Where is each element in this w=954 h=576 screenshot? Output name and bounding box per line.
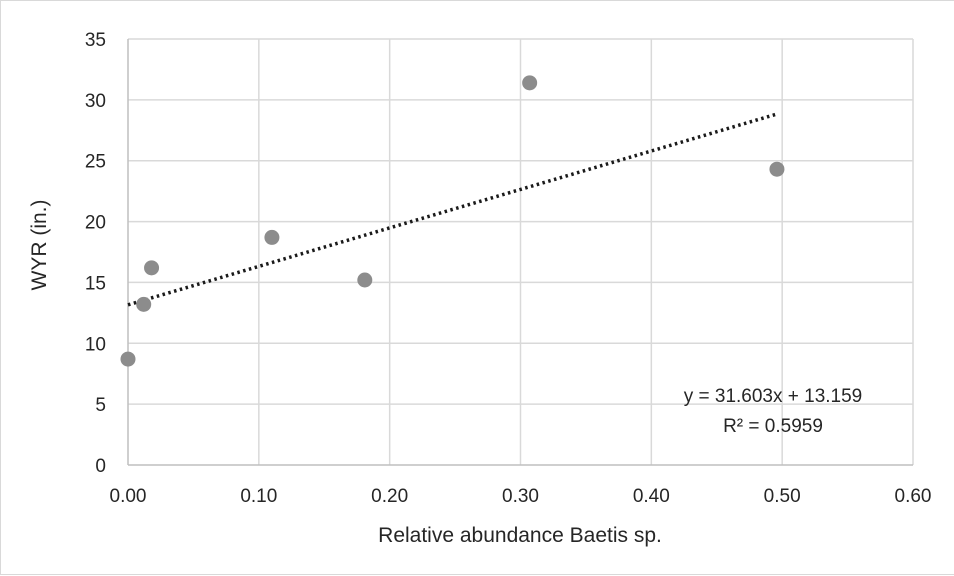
data-point: [357, 272, 373, 288]
y-tick-label: 25: [85, 152, 106, 173]
y-tick-label: 20: [85, 213, 106, 234]
axes: [127, 39, 913, 466]
tick-labels: 0 5 10 15 20 25 30 35 0.00 0.10 0.20 0.30 0.40 0.50 0.…: [85, 30, 932, 507]
data-point: [136, 296, 152, 312]
x-tick-label: 0.10: [240, 486, 277, 507]
y-tick-label: 10: [85, 334, 106, 355]
r-squared-label: R² = 0.5959: [723, 416, 823, 437]
x-tick-label: 0.50: [764, 486, 801, 507]
trendline: [127, 112, 778, 307]
y-tick-label: 0: [95, 456, 106, 477]
data-point: [120, 351, 136, 367]
x-tick-label: 0.30: [502, 486, 539, 507]
data-point: [144, 260, 160, 276]
x-axis-title: Relative abundance Baetis sp.: [378, 524, 662, 547]
y-tick-label: 15: [85, 273, 106, 294]
y-tick-label: 30: [85, 91, 106, 112]
data-point: [769, 161, 785, 177]
trendline-group: [127, 112, 778, 307]
trendline-equation-label: y = 31.603x + 13.159: [684, 386, 863, 407]
x-tick-label: 0.40: [633, 486, 670, 507]
x-tick-label: 0.60: [895, 486, 932, 507]
x-tick-label: 0.20: [371, 486, 408, 507]
y-tick-label: 35: [85, 30, 106, 51]
data-point: [264, 229, 280, 245]
data-point: [522, 75, 538, 91]
gridlines: [128, 38, 914, 465]
y-tick-label: 5: [95, 395, 106, 416]
y-axis-title: WYR (in.): [28, 200, 51, 291]
data-points: [120, 75, 785, 367]
x-tick-label: 0.00: [110, 486, 147, 507]
